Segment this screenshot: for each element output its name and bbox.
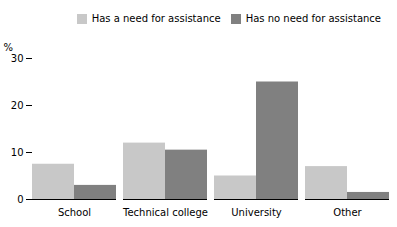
svg-text:Technical college: Technical college bbox=[122, 207, 208, 218]
svg-text:Other: Other bbox=[333, 207, 362, 218]
svg-text:30: 30 bbox=[11, 53, 24, 64]
svg-text:University: University bbox=[231, 207, 282, 218]
html-text:Has no need for assistance: Has no need for assistance bbox=[245, 13, 381, 24]
svg-text:20: 20 bbox=[11, 100, 24, 111]
svg-text:10: 10 bbox=[11, 147, 24, 158]
html-text:Has a need for assistance: Has a need for assistance bbox=[91, 13, 221, 24]
svg-text:0: 0 bbox=[17, 194, 23, 205]
svg-text:%: % bbox=[4, 42, 14, 53]
svg-text:School: School bbox=[58, 207, 91, 218]
